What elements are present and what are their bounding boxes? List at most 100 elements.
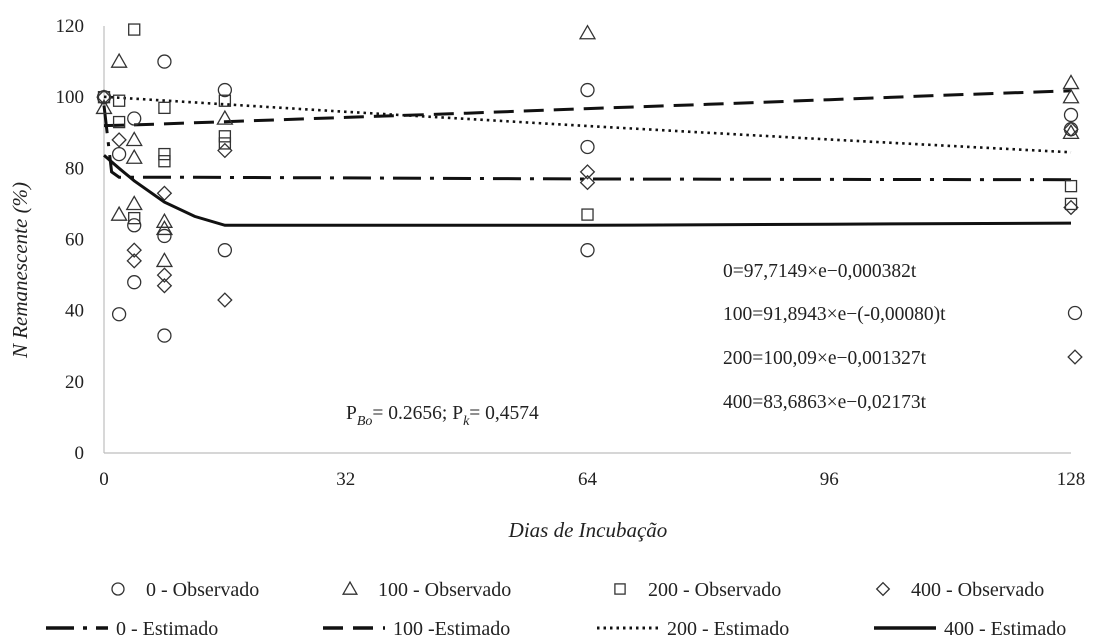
observed-point <box>112 94 126 107</box>
observed-point <box>1063 107 1079 123</box>
observed-point <box>157 54 172 69</box>
observed-point <box>126 253 142 269</box>
estimated-line <box>103 89 1072 128</box>
observed-point <box>1062 88 1080 104</box>
x-tick-label: 64 <box>578 469 598 490</box>
observed-point <box>217 82 233 98</box>
estimated-line <box>103 95 1072 154</box>
y-tick-label: 20 <box>65 372 84 393</box>
observed-point <box>158 155 171 168</box>
y-tick-label: 60 <box>65 230 84 251</box>
legend-marker <box>614 583 626 595</box>
y-tick-label: 40 <box>65 301 84 322</box>
legend-label: 200 - Estimado <box>667 618 789 640</box>
observed-point <box>1064 179 1078 193</box>
observed-point <box>580 139 595 155</box>
observed-point <box>1063 121 1079 137</box>
x-axis-title: Dias de Incubação <box>508 518 668 542</box>
observed-point <box>157 228 172 244</box>
legend-label: 200 - Observado <box>648 579 781 601</box>
y-tick-label: 120 <box>56 16 85 37</box>
observed-point <box>579 174 596 191</box>
observed-point <box>128 211 141 225</box>
equation-text: 200=100,09×e−0,001327t <box>723 348 927 369</box>
observed-point <box>157 328 172 343</box>
x-tick-label: 0 <box>99 469 109 490</box>
observed-point <box>218 137 232 150</box>
p-values-text: PBo= 0.2656; Pk= 0,4574 <box>346 403 539 429</box>
equation-text: 400=83,6863×e−0,02173t <box>723 392 927 413</box>
observed-point <box>1063 199 1079 216</box>
observed-point <box>216 109 234 125</box>
observed-point <box>97 90 111 104</box>
observed-point <box>158 147 171 161</box>
observed-point <box>156 278 173 294</box>
observed-point <box>1062 74 1080 90</box>
observed-point <box>580 243 595 258</box>
axes <box>103 26 1071 454</box>
observed-point <box>580 82 595 98</box>
legend-label: 0 - Estimado <box>116 618 218 640</box>
tick-labels: 0 20 40 60 80 100 120 0 32 64 96 128 Dias de Incubaç… <box>8 16 1085 542</box>
equation-marker <box>1067 349 1083 365</box>
p-values-part: P <box>346 403 357 424</box>
observed-points <box>95 23 1080 343</box>
x-tick-label: 128 <box>1057 469 1086 490</box>
legend-marker <box>875 581 891 597</box>
observed-point <box>579 164 596 180</box>
observed-point <box>110 205 128 221</box>
observed-point <box>155 252 174 268</box>
observed-point <box>125 195 143 211</box>
legend-label: 400 - Observado <box>911 579 1044 601</box>
p-values-part: = 0.2656; P <box>372 403 463 424</box>
legend-marker <box>111 582 125 596</box>
legend: 0 - Observado 100 - Observado 200 - Observ… <box>46 579 1066 640</box>
observed-point <box>217 142 233 159</box>
observed-point <box>581 208 594 221</box>
legend-label: 100 - Observado <box>378 579 511 601</box>
observed-point <box>158 101 171 115</box>
observed-point <box>125 131 143 147</box>
equation-text: 0=97,7149×e−0,000382t <box>723 261 917 282</box>
p-values-part: k <box>463 414 470 429</box>
observed-point <box>127 275 142 290</box>
observed-point <box>156 267 173 283</box>
x-tick-label: 32 <box>336 469 355 490</box>
observed-point <box>217 292 233 308</box>
observed-point <box>217 243 233 258</box>
estimated-lines <box>102 89 1072 227</box>
equation-text: 100=91,8943×e−(-0,00080)t <box>723 304 946 325</box>
legend-marker <box>341 580 359 595</box>
x-tick-label: 96 <box>820 469 839 490</box>
observed-point <box>111 146 127 162</box>
observed-point <box>126 242 142 258</box>
estimated-line <box>103 154 1072 227</box>
observed-point <box>578 24 597 40</box>
y-tick-label: 0 <box>75 443 85 464</box>
p-values-part: = 0,4574 <box>469 403 539 424</box>
observed-point <box>155 212 174 228</box>
observed-point <box>1064 197 1078 211</box>
y-axis-title: N Remanescente (%) <box>8 182 32 359</box>
observed-point <box>128 23 141 36</box>
observed-point <box>218 130 232 143</box>
observed-point <box>218 94 232 107</box>
observed-point <box>127 111 142 126</box>
annotations: PBo= 0.2656; Pk= 0,4574 0=97,7149×e−0,000… <box>346 261 1083 429</box>
observed-point <box>111 307 127 322</box>
legend-label: 100 -Estimado <box>393 618 510 640</box>
observed-point <box>110 52 128 68</box>
p-values-part: Bo <box>357 414 373 429</box>
legend-label: 400 - Estimado <box>944 618 1066 640</box>
observed-point <box>125 148 143 164</box>
observed-point <box>96 89 112 105</box>
observed-point <box>112 115 126 129</box>
y-tick-label: 100 <box>56 87 85 108</box>
observed-point <box>95 99 113 115</box>
observed-point <box>127 218 142 233</box>
equation-marker <box>1067 305 1083 321</box>
y-tick-label: 80 <box>65 158 84 179</box>
observed-point <box>156 185 173 201</box>
legend-label: 0 - Observado <box>146 579 259 601</box>
